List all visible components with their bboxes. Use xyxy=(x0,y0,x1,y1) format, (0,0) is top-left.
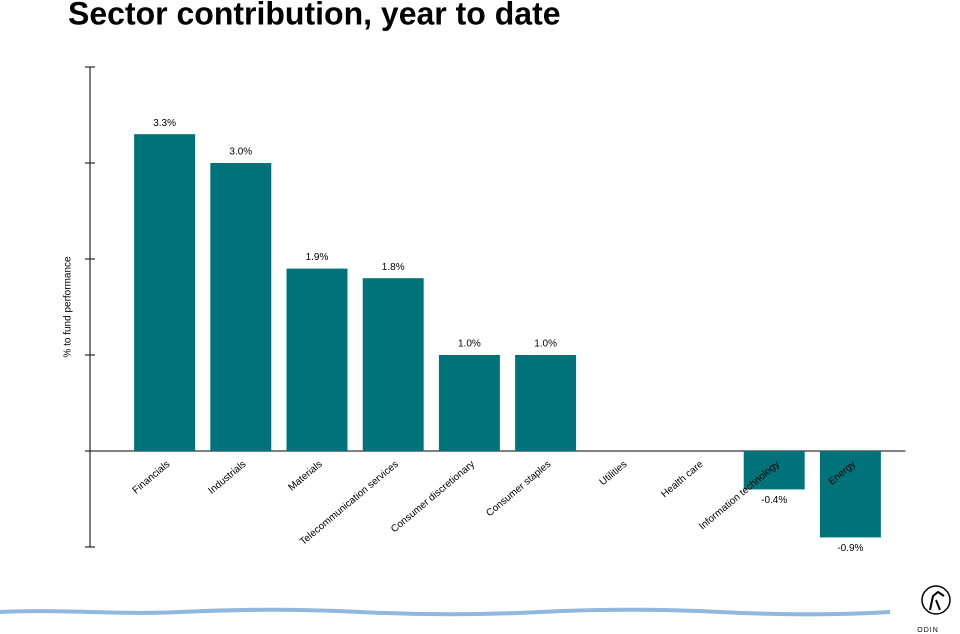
value-label: 3.3% xyxy=(153,118,176,129)
value-label: -0.9% xyxy=(837,543,863,554)
bar xyxy=(515,355,577,451)
logo: ODIN xyxy=(917,585,951,634)
bar xyxy=(210,163,272,451)
x-tick-label: Industrials xyxy=(206,459,248,497)
x-tick-label: Consumer discretionary xyxy=(389,459,477,535)
y-axis-label: % to fund performance xyxy=(63,256,74,358)
bar xyxy=(819,451,881,538)
bar xyxy=(134,134,196,451)
x-tick-label: Health care xyxy=(659,459,706,501)
bar xyxy=(286,268,348,451)
bar xyxy=(438,355,500,451)
value-label: 1.0% xyxy=(534,339,557,350)
chart-title: Sector contribution, year to date xyxy=(68,0,561,31)
x-tick-label: Utilities xyxy=(598,459,630,488)
value-label: 1.0% xyxy=(458,339,481,350)
value-label: 3.0% xyxy=(229,147,252,158)
footer-wave xyxy=(0,607,891,617)
bar xyxy=(362,278,424,451)
logo-mark xyxy=(921,585,951,615)
x-tick-label: Financials xyxy=(131,459,173,496)
logo-figure xyxy=(929,590,945,611)
value-label: 1.9% xyxy=(306,252,329,263)
value-label: -0.4% xyxy=(761,495,787,506)
x-tick-label: Materials xyxy=(286,459,324,494)
x-tick-label: Consumer staples xyxy=(484,459,553,519)
logo-text: ODIN xyxy=(917,627,939,634)
value-label: 1.8% xyxy=(382,262,405,273)
bar xyxy=(743,451,805,490)
